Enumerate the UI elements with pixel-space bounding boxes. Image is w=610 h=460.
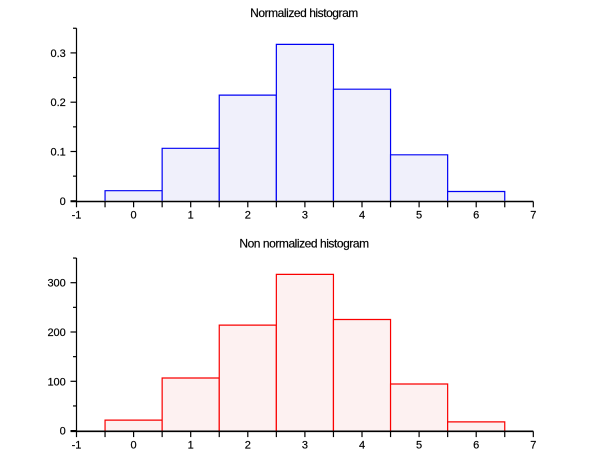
svg-text:100: 100 bbox=[47, 376, 65, 388]
svg-text:2: 2 bbox=[245, 210, 251, 222]
svg-text:7: 7 bbox=[530, 210, 536, 222]
svg-text:6: 6 bbox=[473, 210, 479, 222]
svg-text:5: 5 bbox=[416, 210, 422, 222]
svg-text:3: 3 bbox=[302, 210, 308, 222]
svg-text:1: 1 bbox=[188, 210, 194, 222]
svg-text:Non normalized histogram: Non normalized histogram bbox=[239, 236, 369, 250]
svg-text:200: 200 bbox=[47, 327, 65, 339]
svg-text:0.2: 0.2 bbox=[51, 97, 66, 109]
svg-text:300: 300 bbox=[47, 278, 65, 290]
svg-text:Normalized histogram: Normalized histogram bbox=[250, 6, 358, 20]
svg-text:3: 3 bbox=[302, 439, 308, 451]
svg-text:-1: -1 bbox=[72, 210, 82, 222]
svg-text:0: 0 bbox=[131, 439, 137, 451]
svg-text:-1: -1 bbox=[72, 439, 82, 451]
svg-text:4: 4 bbox=[359, 210, 365, 222]
svg-text:2: 2 bbox=[245, 439, 251, 451]
svg-text:4: 4 bbox=[359, 439, 365, 451]
svg-text:0: 0 bbox=[131, 210, 137, 222]
svg-text:1: 1 bbox=[188, 439, 194, 451]
svg-text:0.1: 0.1 bbox=[51, 147, 66, 159]
svg-text:6: 6 bbox=[473, 439, 479, 451]
svg-text:7: 7 bbox=[530, 439, 536, 451]
svg-text:0.3: 0.3 bbox=[51, 48, 66, 60]
svg-text:0: 0 bbox=[60, 426, 66, 438]
svg-text:0: 0 bbox=[60, 196, 66, 208]
svg-text:5: 5 bbox=[416, 439, 422, 451]
